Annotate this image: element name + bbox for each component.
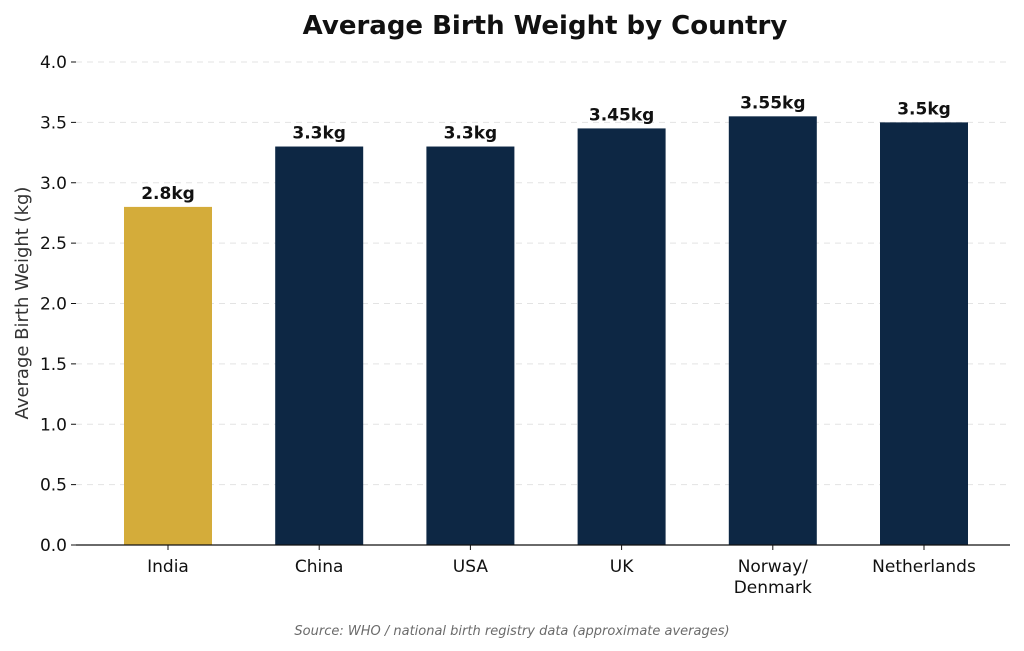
x-tick-label: USA (453, 557, 489, 577)
x-tick-label: Denmark (734, 578, 812, 598)
data-label: 3.45kg (589, 105, 654, 125)
data-label: 3.5kg (897, 99, 951, 119)
y-tick-label: 4.0 (40, 53, 67, 73)
y-axis-label-group: Average Birth Weight (kg) (12, 187, 33, 420)
bar (426, 146, 515, 545)
grid-lines (76, 61, 1010, 486)
bars (124, 116, 968, 546)
y-tick-label: 0.5 (40, 476, 67, 496)
y-axis-ticks: 0.0 0.5 1.0 1.5 2.0 2.5 3.0 3.5 4.0 (40, 53, 76, 556)
bar (577, 128, 666, 545)
x-tick-label: Netherlands (872, 557, 976, 577)
data-label: 3.55kg (740, 93, 805, 113)
y-axis-label: Average Birth Weight (kg) (12, 187, 33, 420)
bar (880, 122, 968, 545)
y-tick-label: 3.5 (40, 113, 67, 133)
chart-title: Average Birth Weight by Country (303, 11, 788, 41)
data-labels: 2.8kg 3.3kg 3.3kg 3.45kg 3.55kg 3.5kg (141, 93, 951, 204)
bar (275, 146, 364, 545)
y-tick-label: 3.0 (40, 174, 67, 194)
bar (124, 206, 212, 545)
data-label: 2.8kg (141, 184, 195, 204)
y-tick-label: 1.0 (40, 415, 67, 435)
x-axis-ticks: India China USA UK Norway/Denmark Netherlands (147, 545, 976, 598)
y-tick-label: 1.5 (40, 355, 67, 375)
bar (728, 116, 817, 546)
x-tick-label: Norway/ (738, 557, 808, 577)
x-tick-label: UK (610, 557, 634, 577)
source-note: Source: WHO / national birth registry da… (294, 624, 729, 639)
y-tick-label: 2.0 (40, 295, 67, 315)
y-tick-label: 0.0 (40, 536, 67, 556)
data-label: 3.3kg (292, 124, 346, 144)
x-tick-label: China (295, 557, 344, 577)
data-label: 3.3kg (444, 124, 498, 144)
y-tick-label: 2.5 (40, 234, 67, 254)
x-tick-label: India (147, 557, 189, 577)
